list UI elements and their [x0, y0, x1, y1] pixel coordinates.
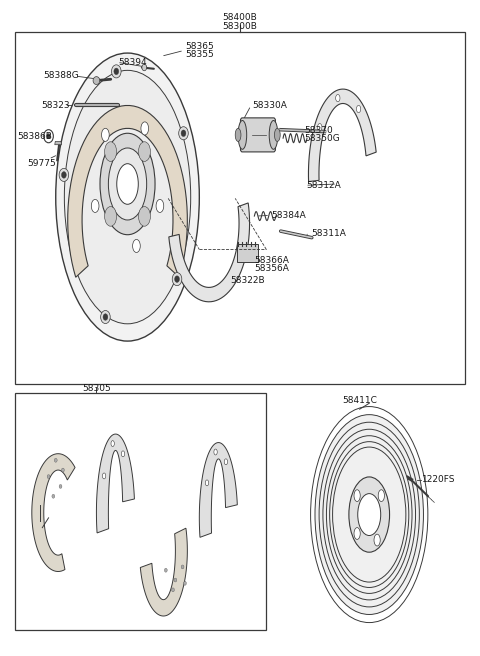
Ellipse shape [323, 429, 416, 600]
Text: 58365: 58365 [185, 42, 214, 51]
Text: 58330A: 58330A [252, 101, 287, 110]
Ellipse shape [318, 123, 322, 131]
Ellipse shape [326, 436, 412, 594]
Text: 58356A: 58356A [254, 264, 289, 273]
Ellipse shape [205, 480, 209, 486]
Ellipse shape [378, 490, 384, 502]
Text: 58386B: 58386B [17, 132, 52, 140]
Polygon shape [96, 434, 134, 533]
Ellipse shape [100, 133, 155, 235]
Ellipse shape [235, 129, 241, 142]
Circle shape [111, 65, 121, 78]
Circle shape [47, 134, 50, 139]
Polygon shape [140, 528, 187, 616]
Text: 58323: 58323 [41, 101, 70, 110]
Polygon shape [68, 106, 187, 277]
Ellipse shape [269, 121, 278, 150]
Text: 58411C: 58411C [342, 396, 377, 405]
Text: 58350G: 58350G [305, 134, 340, 143]
Circle shape [179, 127, 188, 140]
Circle shape [54, 459, 57, 462]
Ellipse shape [358, 493, 381, 535]
Ellipse shape [142, 64, 147, 71]
Text: 58370: 58370 [305, 126, 334, 134]
Ellipse shape [132, 239, 140, 253]
Ellipse shape [93, 77, 100, 85]
Text: 1220FS: 1220FS [422, 476, 456, 484]
Ellipse shape [105, 207, 117, 226]
Text: 58322B: 58322B [230, 276, 265, 285]
Ellipse shape [91, 199, 99, 213]
Ellipse shape [354, 527, 360, 539]
Ellipse shape [330, 441, 409, 588]
Ellipse shape [349, 477, 390, 552]
Ellipse shape [117, 164, 138, 204]
Ellipse shape [64, 70, 191, 324]
Polygon shape [55, 142, 61, 145]
Ellipse shape [156, 199, 164, 213]
Circle shape [103, 314, 108, 320]
Bar [15, 32, 465, 384]
Ellipse shape [357, 106, 361, 113]
Ellipse shape [311, 407, 428, 623]
Ellipse shape [138, 142, 150, 161]
Circle shape [61, 172, 66, 178]
Polygon shape [32, 454, 75, 571]
Text: 58312A: 58312A [306, 181, 341, 190]
Bar [15, 394, 266, 630]
Text: 58388G: 58388G [44, 72, 80, 81]
Text: 58400B: 58400B [223, 12, 257, 22]
Text: 58394: 58394 [118, 58, 146, 67]
Text: 58355: 58355 [185, 50, 214, 59]
Ellipse shape [224, 459, 228, 464]
Ellipse shape [275, 129, 280, 142]
Circle shape [174, 578, 177, 582]
Ellipse shape [56, 53, 199, 341]
Ellipse shape [374, 534, 380, 546]
Ellipse shape [333, 447, 406, 582]
Circle shape [44, 130, 53, 143]
Text: 58305: 58305 [82, 384, 111, 393]
Text: 58366A: 58366A [254, 256, 289, 265]
Ellipse shape [214, 449, 217, 455]
Circle shape [61, 468, 64, 472]
Ellipse shape [102, 473, 106, 479]
Circle shape [181, 565, 184, 569]
Text: 58311A: 58311A [311, 228, 346, 237]
Circle shape [101, 310, 110, 323]
Ellipse shape [238, 121, 247, 150]
Circle shape [114, 68, 119, 75]
Ellipse shape [319, 422, 420, 607]
Ellipse shape [354, 490, 360, 502]
Circle shape [171, 588, 174, 592]
Ellipse shape [108, 148, 147, 220]
FancyBboxPatch shape [240, 118, 276, 152]
Circle shape [52, 494, 55, 498]
Polygon shape [309, 89, 376, 182]
Ellipse shape [105, 142, 117, 161]
Circle shape [59, 169, 69, 182]
Polygon shape [169, 203, 250, 302]
Ellipse shape [336, 94, 340, 102]
Text: 58300B: 58300B [223, 22, 257, 31]
Text: 59775: 59775 [27, 159, 56, 168]
Circle shape [181, 130, 186, 136]
Ellipse shape [102, 129, 109, 142]
Ellipse shape [138, 207, 150, 226]
Ellipse shape [141, 122, 149, 135]
Text: 58384A: 58384A [271, 211, 306, 220]
Ellipse shape [111, 441, 114, 447]
Circle shape [47, 475, 50, 479]
Polygon shape [199, 443, 237, 537]
Circle shape [59, 484, 62, 488]
Circle shape [175, 276, 180, 282]
Ellipse shape [315, 415, 423, 615]
Circle shape [164, 568, 167, 572]
Ellipse shape [121, 451, 125, 457]
Circle shape [172, 273, 182, 285]
FancyBboxPatch shape [237, 243, 258, 262]
Circle shape [183, 581, 186, 585]
